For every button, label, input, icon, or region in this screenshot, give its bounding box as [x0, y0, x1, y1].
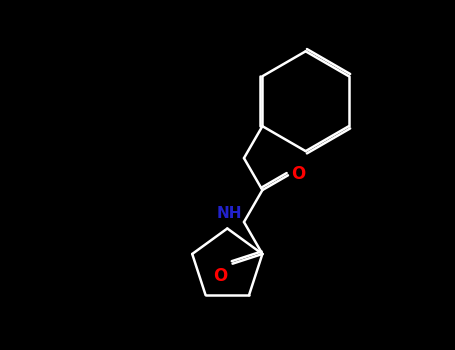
Text: NH: NH: [217, 206, 242, 220]
Text: O: O: [213, 267, 228, 285]
Text: O: O: [292, 164, 306, 183]
